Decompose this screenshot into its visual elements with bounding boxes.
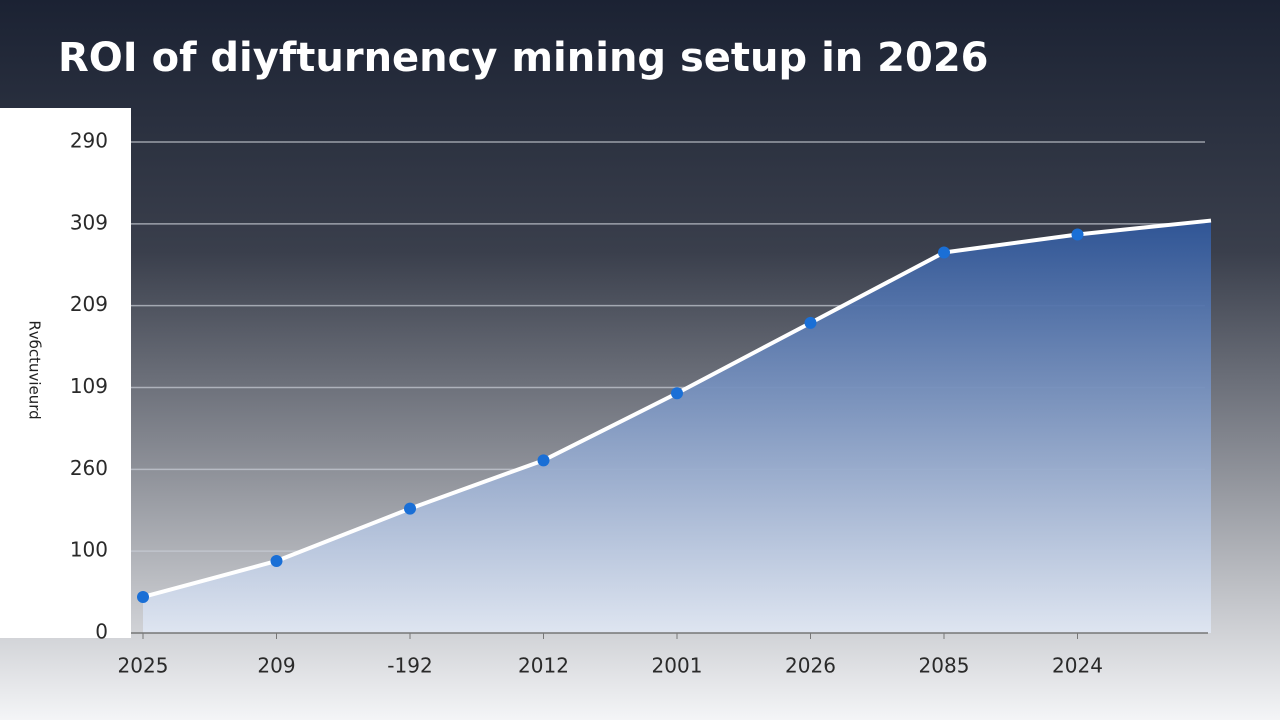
axis-panel bbox=[0, 108, 131, 638]
x-tick-label: 209 bbox=[257, 654, 295, 678]
marker bbox=[671, 387, 683, 400]
x-tick-label: 2024 bbox=[1052, 654, 1103, 678]
y-tick-label: 109 bbox=[70, 374, 108, 398]
x-tick-label: -192 bbox=[387, 654, 432, 678]
area-fill bbox=[143, 220, 1211, 633]
marker bbox=[270, 554, 283, 567]
marker bbox=[804, 316, 817, 329]
x-tick-label: 2085 bbox=[919, 654, 970, 678]
x-tick-label: 2025 bbox=[118, 654, 169, 678]
y-tick-label: 309 bbox=[70, 210, 108, 234]
y-tick-label: 260 bbox=[70, 456, 108, 480]
y-axis-label: Rvбctuvieurd bbox=[26, 320, 44, 419]
y-tick-label: 290 bbox=[70, 129, 108, 153]
marker bbox=[137, 590, 149, 603]
x-tick-label: 2026 bbox=[785, 654, 836, 678]
marker bbox=[537, 454, 550, 467]
marker bbox=[1071, 228, 1084, 241]
marker bbox=[938, 246, 950, 259]
y-tick-label: 209 bbox=[70, 292, 108, 316]
y-tick-label: 100 bbox=[70, 538, 108, 562]
x-tick-label: 2001 bbox=[652, 654, 703, 678]
y-tick-label: 0 bbox=[95, 620, 108, 644]
marker bbox=[404, 502, 416, 515]
x-tick-label: 2012 bbox=[518, 654, 569, 678]
chart-title: ROI of diyfturnency mining setup in 2026 bbox=[58, 35, 989, 81]
